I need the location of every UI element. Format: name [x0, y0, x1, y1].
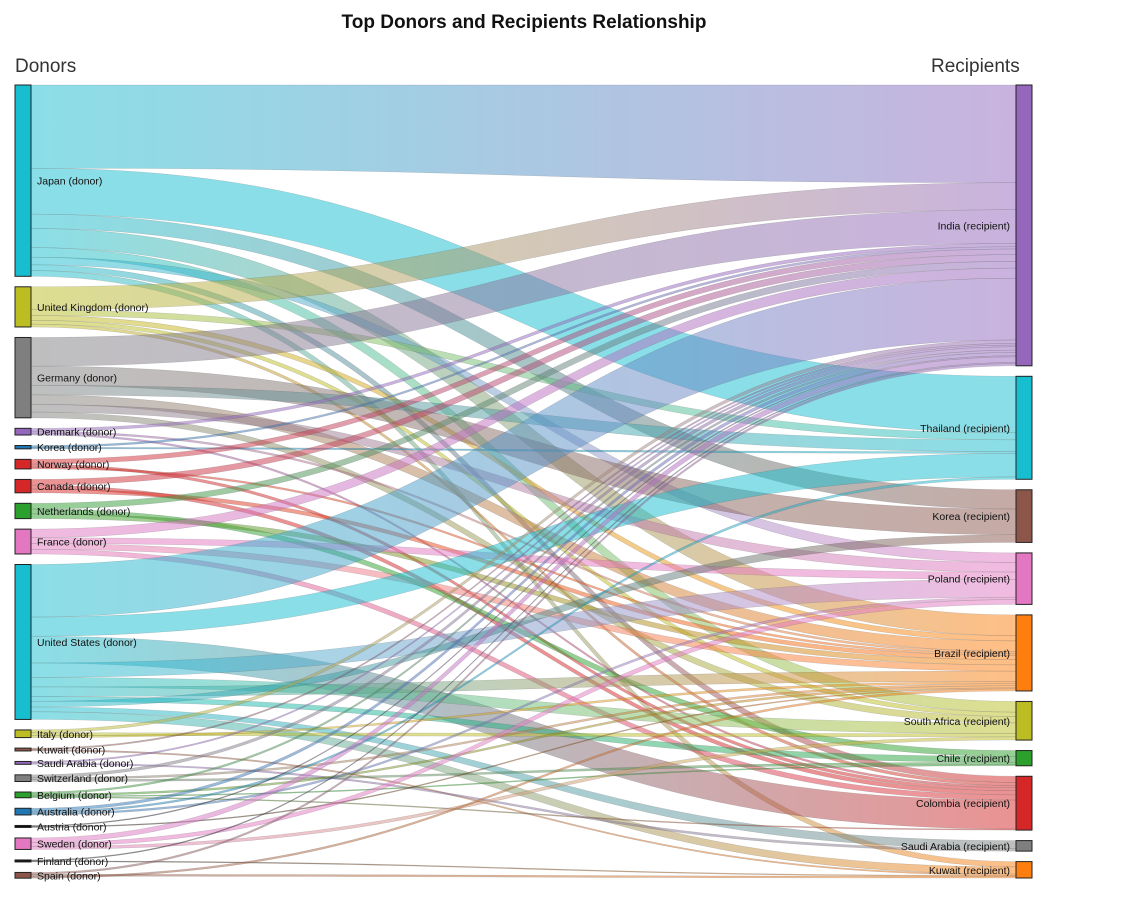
recipient-label: Brazil (recipient)	[934, 648, 1010, 660]
donor-label: United States (donor)	[37, 637, 137, 649]
donor-node[interactable]	[14, 837, 32, 850]
donor-node[interactable]	[14, 445, 32, 450]
recipient-node[interactable]	[1015, 84, 1033, 367]
donor-label: United Kingdom (donor)	[37, 302, 148, 314]
donor-label: Finland (donor)	[37, 856, 108, 868]
donor-node[interactable]	[14, 478, 32, 494]
donor-label: Netherlands (donor)	[37, 506, 130, 518]
donor-node[interactable]	[14, 336, 32, 419]
recipient-node[interactable]	[1015, 700, 1033, 741]
donor-label: Japan (donor)	[37, 176, 102, 188]
donor-label: Austria (donor)	[37, 821, 106, 833]
links-layer	[30, 84, 1017, 879]
donor-node[interactable]	[14, 791, 32, 799]
donor-node[interactable]	[14, 871, 32, 879]
donor-label: Norway (donor)	[37, 459, 109, 471]
donor-node[interactable]	[14, 859, 32, 863]
nodes-layer: Japan (donor) United Kingdom (donor) Germa…	[14, 84, 1033, 882]
donors-header: Donors	[15, 56, 77, 77]
recipient-label: Thailand (recipient)	[920, 423, 1010, 435]
recipient-label: Poland (recipient)	[928, 574, 1010, 586]
donor-label: Kuwait (donor)	[37, 745, 105, 757]
donor-node[interactable]	[14, 286, 32, 328]
recipient-label: Kuwait (recipient)	[929, 865, 1010, 877]
donor-label: Australia (donor)	[37, 807, 115, 819]
recipient-label: South Africa (recipient)	[904, 716, 1010, 728]
donor-label: Italy (donor)	[37, 729, 93, 741]
recipient-node[interactable]	[1015, 750, 1033, 767]
donor-node[interactable]	[14, 84, 32, 277]
donor-label: France (donor)	[37, 537, 106, 549]
donor-label: Switzerland (donor)	[37, 773, 128, 785]
donor-node[interactable]	[14, 427, 32, 436]
donor-label: Sweden (donor)	[37, 839, 112, 851]
donor-node[interactable]	[14, 760, 32, 765]
donor-node[interactable]	[14, 807, 32, 816]
recipient-label: India (recipient)	[938, 220, 1010, 232]
recipient-node[interactable]	[1015, 489, 1033, 543]
donor-node[interactable]	[14, 774, 32, 783]
donor-node[interactable]	[14, 824, 32, 828]
donor-node[interactable]	[14, 502, 32, 520]
donor-node[interactable]	[14, 729, 32, 739]
chart-title: Top Donors and Recipients Relationship	[341, 12, 707, 33]
donor-label: Canada (donor)	[37, 481, 111, 493]
recipient-label: Korea (recipient)	[932, 511, 1010, 523]
recipients-header: Recipients	[931, 56, 1020, 77]
donor-node[interactable]	[14, 458, 32, 470]
donor-node[interactable]	[14, 563, 32, 720]
recipient-label: Colombia (recipient)	[916, 798, 1010, 810]
recipient-node[interactable]	[1015, 614, 1033, 692]
recipient-label: Saudi Arabia (recipient)	[901, 841, 1010, 853]
donor-label: Belgium (donor)	[37, 790, 112, 802]
recipient-label: Chile (recipient)	[936, 753, 1010, 765]
recipient-node[interactable]	[1015, 552, 1033, 605]
recipient-node[interactable]	[1015, 775, 1033, 831]
sankey-link[interactable]	[30, 84, 1017, 183]
donor-node[interactable]	[14, 528, 32, 555]
recipient-node[interactable]	[1015, 861, 1033, 879]
donor-label: Saudi Arabia (donor)	[37, 758, 133, 770]
recipient-node[interactable]	[1015, 375, 1033, 480]
donor-label: Germany (donor)	[37, 373, 117, 385]
donor-label: Korea (donor)	[37, 442, 102, 454]
donor-label: Spain (donor)	[37, 870, 101, 882]
donor-node[interactable]	[14, 747, 32, 752]
recipient-node[interactable]	[1015, 840, 1033, 852]
donor-label: Denmark (donor)	[37, 427, 116, 439]
